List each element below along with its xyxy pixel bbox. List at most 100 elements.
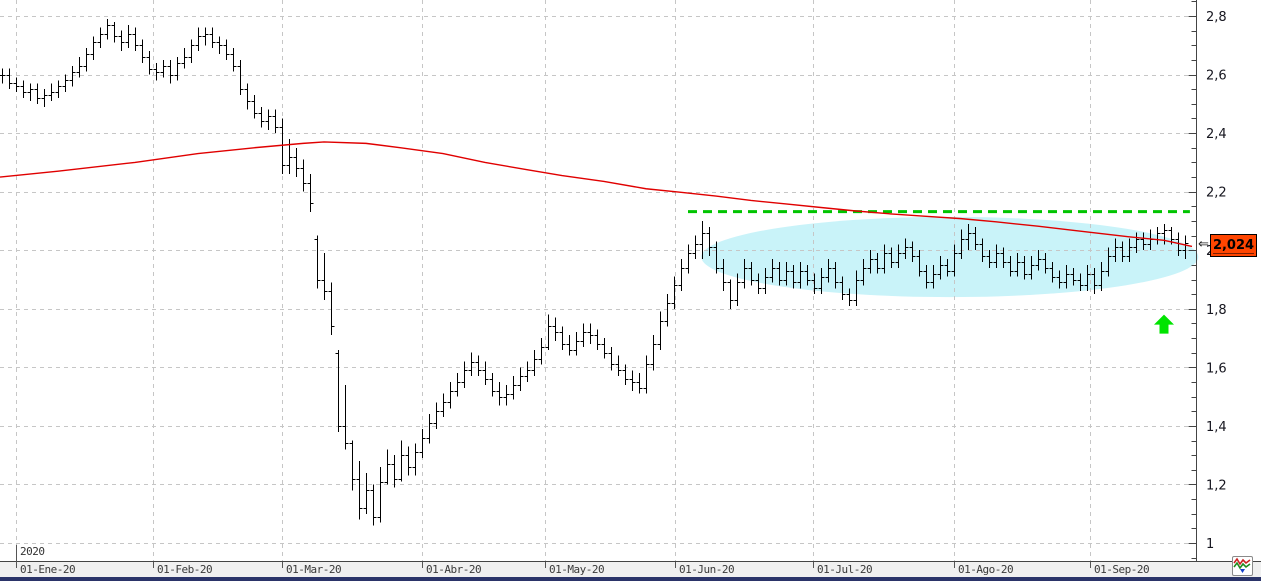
ohlc-bar xyxy=(1182,235,1189,260)
ohlc-bar xyxy=(993,244,1000,268)
y-axis-label: 1,2 xyxy=(1206,478,1227,493)
y-axis-label: 2,2 xyxy=(1206,186,1227,201)
x-axis-label: 01-May-20 xyxy=(549,563,605,576)
ohlc-bar xyxy=(1042,253,1049,274)
ohlc-bar xyxy=(846,288,853,306)
ohlc-bar xyxy=(587,323,594,344)
ohlc-bar xyxy=(944,259,951,277)
ohlc-bar xyxy=(34,83,41,104)
x-axis-label: 01-Ene-20 xyxy=(20,563,76,576)
y-axis-label: 1 xyxy=(1206,537,1214,552)
ohlc-bar xyxy=(167,59,174,84)
ohlc-bar xyxy=(930,264,937,289)
ohlc-bar xyxy=(818,267,825,295)
ohlc-bar xyxy=(41,89,48,107)
ohlc-bar xyxy=(937,256,944,280)
ohlc-bar xyxy=(118,30,125,52)
moving-average-line xyxy=(0,141,1193,248)
y-axis-label: 2,4 xyxy=(1206,127,1227,142)
ohlc-bar xyxy=(524,361,531,382)
ohlc-bar xyxy=(811,273,818,295)
ohlc-bar xyxy=(1105,247,1112,277)
ohlc-bar xyxy=(251,95,258,119)
ohlc-bar xyxy=(601,338,608,359)
ohlc-bar xyxy=(1077,273,1084,292)
ohlc-bar xyxy=(986,250,993,268)
ohlc-bar xyxy=(748,261,755,286)
ohlc-bar xyxy=(853,270,860,306)
ohlc-bar xyxy=(230,48,237,72)
ohlc-bar xyxy=(902,238,909,260)
ohlc-bar xyxy=(678,259,685,292)
ohlc-bar xyxy=(650,335,657,371)
ohlc-bar xyxy=(447,382,454,409)
ohlc-bar xyxy=(370,484,377,526)
x-axis-label: 01-Sep-20 xyxy=(1094,563,1150,576)
x-axis-tick xyxy=(16,562,17,568)
ohlc-bar xyxy=(1028,256,1035,280)
ohlc-bar xyxy=(356,461,363,520)
ohlc-bar xyxy=(419,428,426,459)
ohlc-bar xyxy=(76,56,83,78)
ohlc-bar xyxy=(391,455,398,488)
ohlc-bar xyxy=(265,109,272,131)
ohlc-bar xyxy=(664,294,671,327)
taskbar-edge xyxy=(0,577,1261,581)
x-axis-label: 01-Ago-20 xyxy=(958,563,1014,576)
chart-tool-button[interactable] xyxy=(1232,556,1253,576)
ohlc-bar xyxy=(216,36,223,55)
x-axis-label: 01-Mar-20 xyxy=(286,563,342,576)
price-axis: 2,82,62,42,221,81,61,41,21 xyxy=(1188,0,1227,562)
ohlc-bar xyxy=(1133,232,1140,254)
ohlc-bar xyxy=(573,332,580,356)
ohlc-bar xyxy=(125,24,132,49)
ohlc-bar xyxy=(958,229,965,260)
ohlc-bar xyxy=(517,367,524,391)
ohlc-bar xyxy=(769,259,776,283)
ohlc-bar xyxy=(0,68,6,84)
ohlc-bar xyxy=(559,326,566,350)
ohlc-bar xyxy=(237,59,244,96)
ohlc-bar xyxy=(223,39,230,60)
ohlc-bar xyxy=(384,449,391,485)
ohlc-bar xyxy=(20,80,27,98)
x-axis-tick xyxy=(282,562,283,568)
ohlc-bar xyxy=(776,261,783,286)
ohlc-bar xyxy=(377,466,384,523)
ohlc-bar xyxy=(1175,232,1182,257)
y-axis-label: 1,4 xyxy=(1206,420,1227,435)
ohlc-bar xyxy=(426,414,433,444)
ohlc-bar xyxy=(132,27,139,52)
ohlc-bar xyxy=(622,364,629,385)
ohlc-bar xyxy=(790,264,797,289)
ohlc-bar xyxy=(321,253,328,301)
ohlc-bars xyxy=(0,18,1189,526)
ohlc-bar xyxy=(615,355,622,377)
ohlc-bar xyxy=(580,323,587,347)
ohlc-bar xyxy=(825,259,832,283)
last-price-label: 2,024 xyxy=(1210,234,1257,257)
ohlc-bar xyxy=(1021,256,1028,280)
ohlc-bar xyxy=(972,226,979,251)
ohlc-bar xyxy=(174,56,181,81)
ohlc-bar xyxy=(489,373,496,397)
ohlc-bar xyxy=(1112,238,1119,262)
ohlc-bar xyxy=(349,440,356,491)
chart-signals-icon xyxy=(1233,557,1251,573)
x-axis-label: 01-Feb-20 xyxy=(157,563,213,576)
ohlc-bar xyxy=(1070,267,1077,286)
year-start-tick xyxy=(16,545,17,562)
ohlc-bar xyxy=(433,402,440,429)
ohlc-bar xyxy=(692,235,699,260)
ohlc-bar xyxy=(209,27,216,49)
ohlc-bar xyxy=(594,329,601,350)
year-label: 2020 xyxy=(20,545,45,558)
ohlc-bar xyxy=(923,264,930,289)
ohlc-bar xyxy=(62,74,69,93)
ohlc-bar xyxy=(496,382,503,406)
ohlc-bar xyxy=(783,261,790,286)
ohlc-bar xyxy=(979,238,986,262)
ohlc-bar xyxy=(314,235,321,289)
ohlc-bar xyxy=(685,244,692,274)
